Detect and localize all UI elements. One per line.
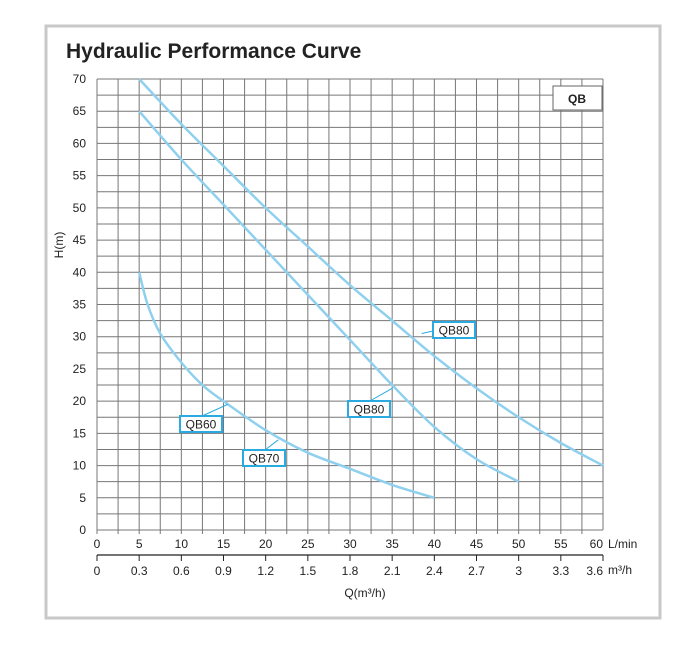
- y-tick-label: 25: [73, 362, 87, 376]
- x-tick-label: 40: [428, 537, 442, 551]
- x-unit-primary: L/min: [608, 537, 637, 551]
- series-label-box: [179, 415, 223, 433]
- grid: [96, 78, 604, 534]
- x2-tick-label: 1.8: [342, 564, 359, 578]
- series-label: QB80: [439, 324, 470, 338]
- curves: [137, 78, 604, 499]
- y-tick-label: 5: [79, 491, 86, 505]
- chart-title: Hydraulic Performance Curve: [66, 40, 361, 63]
- y-tick-label: 0: [79, 523, 86, 537]
- y-tick-label: 65: [73, 104, 87, 118]
- y-tick-label: 70: [73, 72, 87, 86]
- series-label-box: [432, 321, 476, 339]
- x-tick-label: 30: [343, 537, 357, 551]
- x2-tick-label: 3.6: [586, 564, 603, 578]
- series-label: QB60: [186, 418, 217, 432]
- y-axis-label: H(m): [52, 232, 66, 259]
- x2-tick-label: 0.6: [173, 564, 190, 578]
- x2-tick-label: 2.7: [468, 564, 485, 578]
- model-badge: QB: [568, 92, 586, 106]
- x2-tick-label: 1.5: [299, 564, 316, 578]
- x-unit-secondary: m³/h: [608, 563, 632, 577]
- x-tick-label: 50: [512, 537, 526, 551]
- curve-qb80: [138, 78, 604, 467]
- x-tick-label: 60: [590, 537, 604, 551]
- series-labels: QB80 QB80 QB60 QB70: [179, 321, 476, 467]
- x-tick-label: 0: [94, 537, 101, 551]
- x-tick-label: 35: [385, 537, 399, 551]
- curve-qb80: [138, 110, 520, 483]
- x2-tick-label: 0.9: [215, 564, 232, 578]
- y-tick-label: 60: [73, 136, 87, 150]
- y-tick-label: 50: [73, 201, 87, 215]
- y-tick-label: 15: [73, 426, 87, 440]
- label-leader-line: [201, 403, 228, 417]
- label-leader-line: [369, 387, 393, 402]
- x-tick-label: 15: [217, 537, 231, 551]
- x-tick-label: 10: [175, 537, 189, 551]
- x-tick-label: 55: [554, 537, 568, 551]
- series-label: QB70: [249, 452, 280, 466]
- y-tick-label: 10: [73, 459, 87, 473]
- label-leader-line: [264, 439, 279, 451]
- x2-tick-label: 1.2: [257, 564, 274, 578]
- x-tick-label: 5: [136, 537, 143, 551]
- series-label-box: [242, 449, 286, 467]
- series-label-box: [347, 400, 391, 418]
- y-tick-label: 45: [73, 233, 87, 247]
- outer-border: [44, 24, 662, 620]
- x-tick-label: 25: [301, 537, 315, 551]
- label-leader-line: [421, 330, 434, 334]
- x2-tick-label: 0: [94, 564, 101, 578]
- x2-tick-label: 2.4: [426, 564, 443, 578]
- x2-tick-label: 3.3: [552, 564, 569, 578]
- x-axis-label: Q(m³/h): [344, 586, 385, 600]
- y-tick-label: 20: [73, 394, 87, 408]
- y-tick-label: 40: [73, 265, 87, 279]
- x-tick-label: 45: [470, 537, 484, 551]
- model-badge-box: [552, 85, 603, 111]
- series-label: QB80: [354, 403, 385, 417]
- x2-tick-label: 0.3: [131, 564, 148, 578]
- x2-tick-label: 2.1: [384, 564, 401, 578]
- y-tick-label: 30: [73, 330, 87, 344]
- x-tick-label: 20: [259, 537, 273, 551]
- y-tick-label: 35: [73, 298, 87, 312]
- curve-qb60: [137, 271, 435, 499]
- y-tick-label: 55: [73, 169, 87, 183]
- x2-tick-label: 3: [515, 564, 522, 578]
